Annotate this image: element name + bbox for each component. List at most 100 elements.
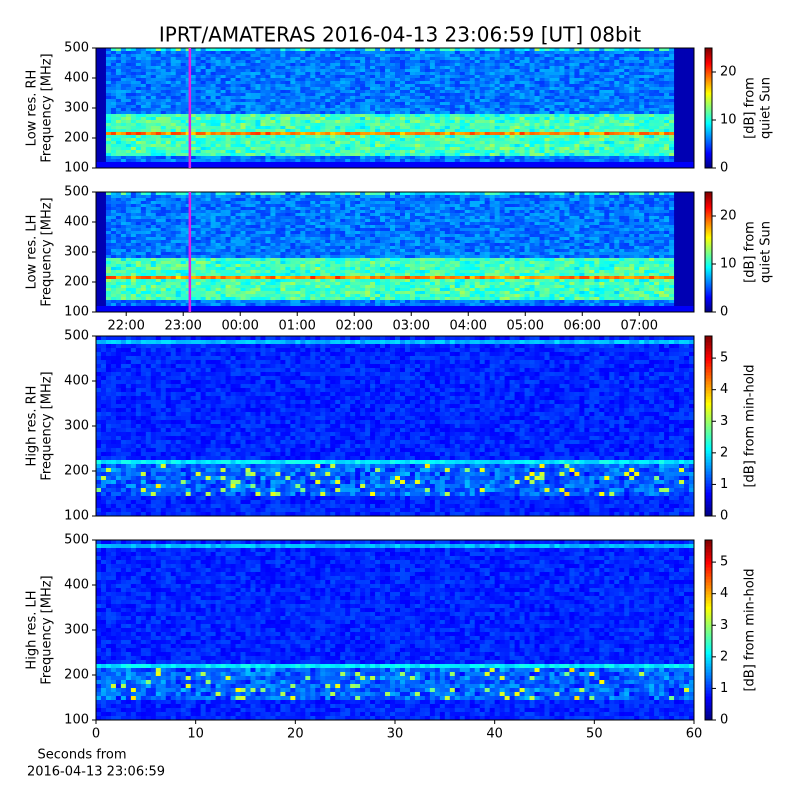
spectrogram-cell <box>455 126 460 130</box>
spectrogram-cell <box>255 93 260 97</box>
spectrogram-cell <box>380 63 385 67</box>
spectrogram-cell <box>420 138 425 142</box>
spectrogram-cell <box>161 78 166 82</box>
spectrogram-cell <box>549 66 554 70</box>
spectrogram-cell <box>465 153 470 157</box>
spectrogram-cell <box>250 123 255 127</box>
spectrogram-cell <box>559 138 564 142</box>
spectrogram-cell <box>599 114 604 118</box>
spectrogram-cell <box>136 54 141 58</box>
spectrogram-cell <box>250 69 255 73</box>
spectrogram-cell <box>669 99 674 103</box>
spectrogram-cell <box>554 69 559 73</box>
spectrogram-cell <box>101 147 106 151</box>
spectrogram-cell <box>201 102 206 106</box>
spectrogram-cell <box>241 120 246 124</box>
spectrogram-cell <box>156 72 161 76</box>
spectrogram-cell <box>659 123 664 127</box>
spectrogram-cell <box>340 138 345 142</box>
spectrogram-cell <box>455 138 460 142</box>
spectrogram-cell <box>450 153 455 157</box>
spectrogram-cell <box>679 99 684 103</box>
spectrogram-cell <box>435 63 440 67</box>
spectrogram-cell <box>654 117 659 121</box>
spectrogram-cell <box>530 192 535 196</box>
spectrogram-cell <box>540 117 545 121</box>
spectrogram-cell <box>206 111 211 115</box>
spectrogram-cell <box>649 141 654 145</box>
spectrogram-cell <box>255 156 260 160</box>
spectrogram-cell <box>365 123 370 127</box>
spectrogram-cell <box>310 111 315 115</box>
spectrogram-cell <box>161 117 166 121</box>
spectrogram-cell <box>639 117 644 121</box>
spectrogram-cell <box>420 78 425 82</box>
spectrogram-cell <box>400 54 405 58</box>
spectrogram-cell <box>415 57 420 61</box>
spectrogram-cell <box>520 102 525 106</box>
spectrogram-cell <box>156 144 161 148</box>
spectrogram-cell <box>171 162 176 166</box>
spectrogram-cell <box>639 138 644 142</box>
spectrogram-cell <box>360 156 365 160</box>
spectrogram-cell <box>400 69 405 73</box>
spectrogram-cell <box>644 162 649 166</box>
spectrogram-cell <box>355 102 360 106</box>
spectrogram-cell <box>211 102 216 106</box>
spectrogram-cell <box>420 132 425 136</box>
spectrogram-cell <box>275 108 280 112</box>
spectrogram-cell <box>470 72 475 76</box>
spectrogram-cell <box>126 108 131 112</box>
spectrogram-cell <box>515 72 520 76</box>
spectrogram-cell <box>679 54 684 58</box>
spectrogram-cell <box>270 114 275 118</box>
spectrogram-cell <box>290 120 295 124</box>
spectrogram-cell <box>191 135 196 139</box>
spectrogram-cell <box>629 87 634 91</box>
spectrogram-cell <box>525 144 530 148</box>
spectrogram-cell <box>260 162 265 166</box>
spectrogram-cell <box>325 162 330 166</box>
spectrogram-cell <box>106 90 111 94</box>
spectrogram-cell <box>639 54 644 58</box>
spectrogram-cell <box>255 87 260 91</box>
spectrogram-cell <box>629 66 634 70</box>
spectrogram-cell <box>315 114 320 118</box>
spectrogram-cell <box>320 111 325 115</box>
spectrogram-cell <box>181 96 186 100</box>
spectrogram-cell <box>520 57 525 61</box>
spectrogram-cell <box>221 63 226 67</box>
spectrogram-cell <box>131 117 136 121</box>
spectrogram-cell <box>275 66 280 70</box>
spectrogram-cell <box>360 126 365 130</box>
spectrogram-cell <box>485 147 490 151</box>
spectrogram-cell <box>619 108 624 112</box>
spectrogram-cell <box>101 144 106 148</box>
spectrogram-cell <box>475 111 480 115</box>
spectrogram-cell <box>196 54 201 58</box>
spectrogram-cell <box>166 108 171 112</box>
spectrogram-cell <box>435 81 440 85</box>
spectrogram-cell <box>405 132 410 136</box>
spectrogram-cell <box>410 135 415 139</box>
spectrogram-cell <box>241 84 246 88</box>
spectrogram-cell <box>275 132 280 136</box>
spectrogram-cell <box>221 96 226 100</box>
spectrogram-cell <box>564 135 569 139</box>
spectrogram-cell <box>375 93 380 97</box>
spectrogram-cell <box>166 51 171 55</box>
spectrogram-cell <box>171 105 176 109</box>
spectrogram-cell <box>380 135 385 139</box>
spectrogram-cell <box>221 81 226 85</box>
spectrogram-cell <box>564 60 569 64</box>
spectrogram-cell <box>445 54 450 58</box>
spectrogram-cell <box>639 87 644 91</box>
spectrogram-cell <box>614 96 619 100</box>
spectrogram-cell <box>96 144 101 148</box>
spectrogram-cell <box>340 75 345 79</box>
spectrogram-cell <box>176 129 181 133</box>
spectrogram-cell <box>470 78 475 82</box>
spectrogram-cell <box>545 90 550 94</box>
spectrogram-cell <box>664 147 669 151</box>
spectrogram-cell <box>395 111 400 115</box>
